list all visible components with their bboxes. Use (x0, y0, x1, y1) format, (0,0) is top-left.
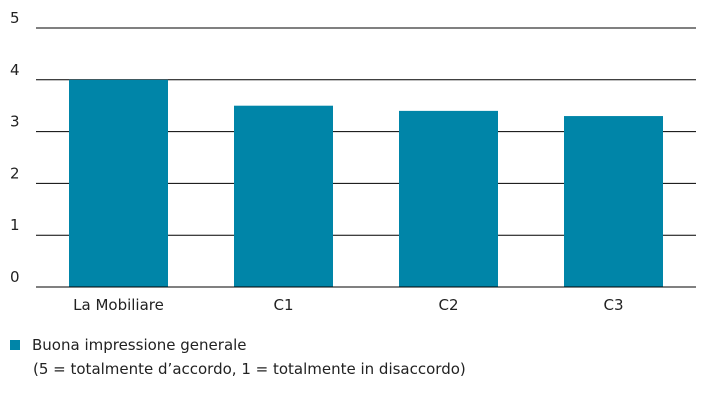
bar (399, 110, 498, 287)
bar (564, 116, 663, 287)
y-tick-label: 5 (10, 9, 20, 27)
legend-entry: Buona impressione generale (10, 333, 466, 357)
x-tick-label: C1 (273, 296, 293, 314)
y-tick-label: 1 (10, 216, 20, 234)
bar (234, 105, 333, 287)
bar (69, 79, 168, 287)
y-tick-label: 0 (10, 268, 20, 286)
legend: Buona impressione generale (5 = totalmen… (10, 333, 466, 381)
legend-label: Buona impressione generale (32, 336, 247, 354)
y-tick-label: 2 (10, 164, 20, 182)
legend-note: (5 = totalmente d’accordo, 1 = totalment… (33, 360, 466, 378)
x-axis-ticks: La Mobiliare C1 C2 C3 (36, 286, 696, 314)
x-tick-label: C2 (438, 296, 458, 314)
legend-swatch (10, 340, 20, 350)
y-axis-ticks: 0 1 2 3 4 5 (10, 9, 20, 286)
x-tick-label: La Mobiliare (73, 296, 164, 314)
bar-chart: 0 1 2 3 4 5 La Mobiliare C1 C2 C3 (10, 9, 696, 314)
y-tick-label: 3 (10, 113, 20, 131)
x-tick-label: C3 (603, 296, 623, 314)
bars (69, 79, 663, 287)
y-tick-label: 4 (10, 61, 20, 79)
